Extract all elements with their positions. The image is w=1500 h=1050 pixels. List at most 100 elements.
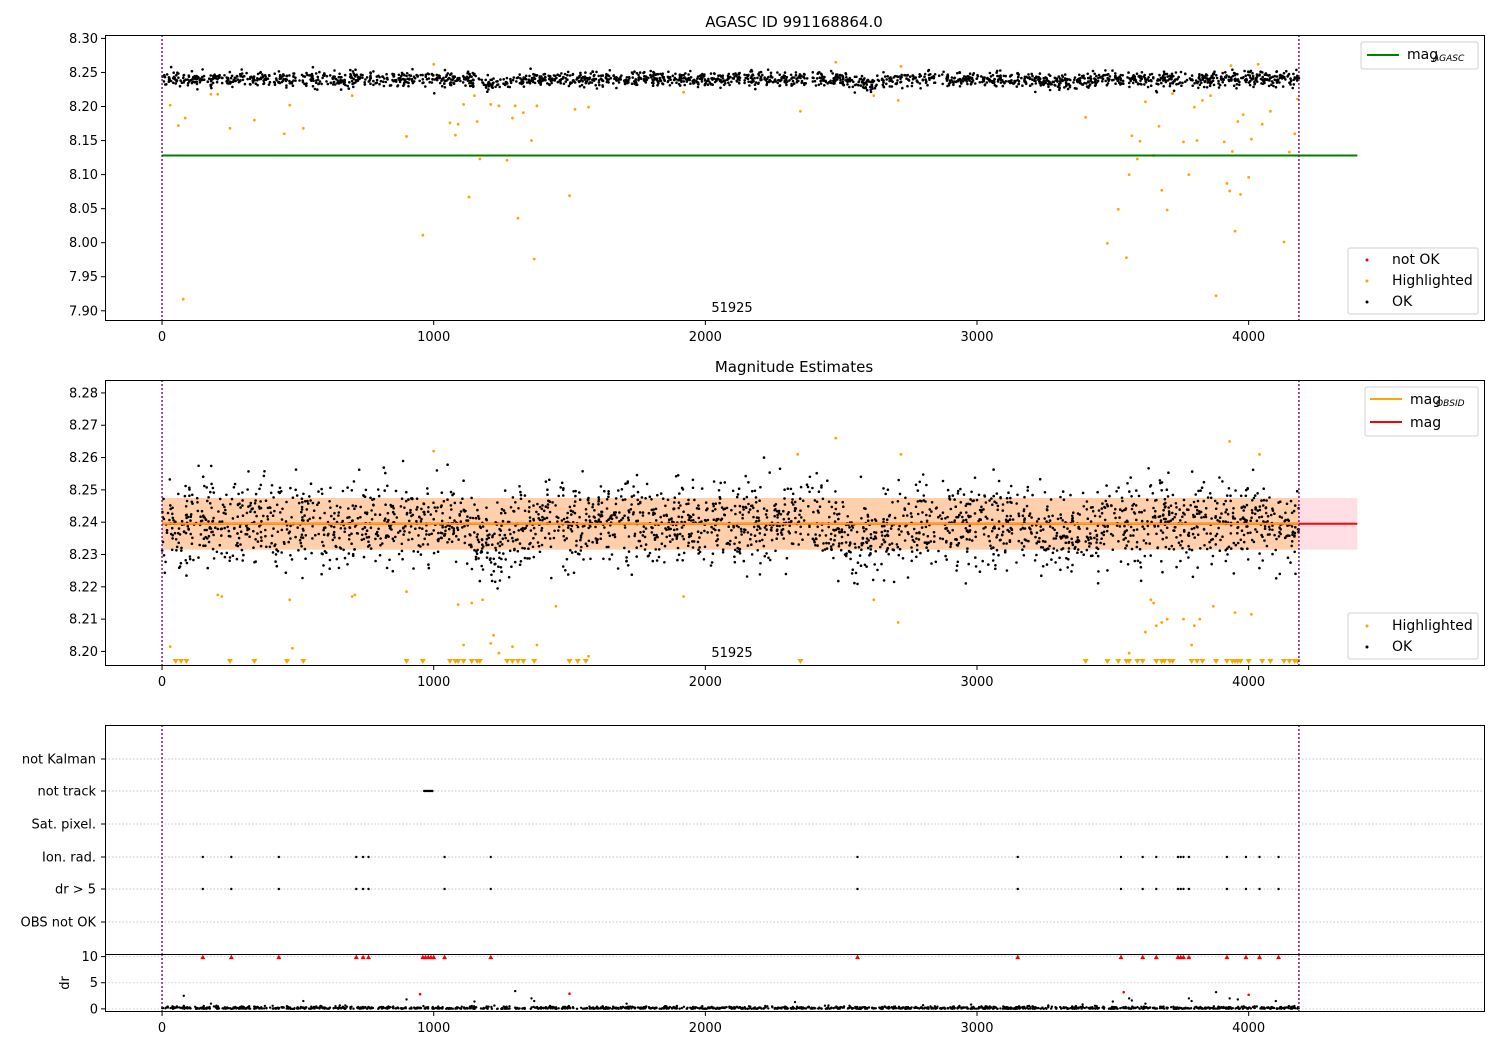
ok-point [233,482,237,486]
ok-point [1252,540,1256,544]
ok-point [259,77,263,81]
ok-point [403,506,406,510]
ok-point [869,536,873,540]
ok-point [815,500,819,504]
ok-point [889,76,892,79]
ok-point [588,519,592,522]
ok-point [886,530,889,533]
ok-point [728,543,731,546]
ok-point [934,507,938,510]
ok-point [536,502,539,506]
ok-point [519,528,523,531]
ok-point [1268,496,1271,499]
ok-point [682,510,685,513]
ok-point [408,78,411,81]
ok-point [643,548,647,551]
ok-point [546,493,549,497]
ok-point [551,79,554,82]
legend-label: OK [1392,639,1413,655]
ok-point [1128,490,1131,493]
ok-point [282,540,286,544]
ok-point [938,537,942,540]
ok-point [280,551,284,554]
flag-point [367,855,370,859]
ok-point [827,542,831,545]
below-axis-marker [447,659,453,664]
ok-point [578,552,581,556]
ok-point [174,82,177,85]
ok-point [1192,526,1196,530]
ok-point [241,499,244,502]
highlighted-point [1152,601,1155,605]
ok-point [1136,559,1140,563]
ok-point [799,74,802,78]
ok-point [292,72,296,75]
ok-point [1155,82,1158,85]
ok-point [1117,540,1120,543]
ok-point [687,502,690,506]
ok-point [802,72,806,76]
ok-point [529,67,532,70]
ok-point [401,557,404,561]
ok-point [1175,506,1178,509]
ok-point [1067,558,1070,561]
ok-point [193,75,197,79]
ok-point [1051,514,1054,518]
ok-point [910,559,913,563]
ok-point [554,74,557,78]
ok-point [327,532,330,536]
ok-point [1246,70,1250,73]
ok-point [511,536,514,540]
ok-point [362,494,366,498]
ok-point [500,543,504,546]
ok-point [826,479,829,483]
ok-point [509,81,513,85]
ok-point [837,579,840,583]
y-tick-label: 8.10 [69,168,98,183]
ok-point [989,75,993,78]
ok-point [1100,507,1104,510]
ok-point [1218,83,1222,87]
ok-point [1047,80,1051,83]
ok-point [956,515,960,519]
ok-point [487,88,490,91]
ok-point [596,538,599,541]
ok-point [1202,499,1206,503]
ok-point [175,80,178,83]
legend-status: Highlighted OK [1347,612,1479,660]
ok-point [223,74,226,77]
below-axis-marker [1161,659,1168,664]
ok-point [539,83,542,86]
ok-point [346,84,350,88]
ok-point [167,76,171,79]
ok-point [357,78,360,81]
ok-point [651,559,655,563]
ok-point [259,70,263,74]
ok-point [672,507,675,511]
ok-point [785,83,788,87]
ok-point [889,527,893,530]
ok-point [994,567,997,571]
ok-point [993,500,996,504]
ok-point [458,514,462,517]
ok-point [623,526,627,529]
ok-point [918,480,922,484]
ok-point [865,79,869,82]
ok-point [833,78,837,81]
ok-point [1129,534,1132,537]
ok-point [468,543,471,547]
ok-point [1190,470,1194,473]
ok-point [783,488,786,492]
ok-point [168,78,171,81]
ok-point [997,527,1001,530]
ok-point [764,513,768,516]
ok-point [1099,76,1102,79]
ok-point [1135,545,1139,549]
ok-point [1115,490,1118,493]
ok-point [1217,86,1221,89]
ok-point [523,556,527,560]
flag-point [856,855,859,859]
ok-point [1001,79,1004,82]
ok-point [396,84,399,88]
ok-point [753,76,756,80]
